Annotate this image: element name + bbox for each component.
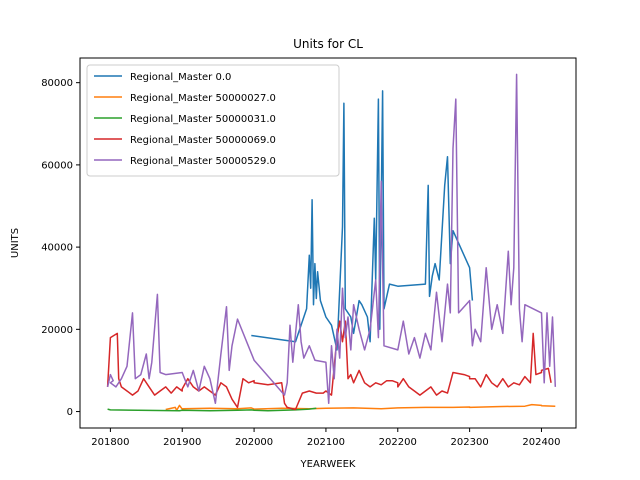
x-tick-label: 202200 — [379, 437, 417, 448]
series-line-4 — [106, 73, 557, 405]
x-tick-label: 201800 — [91, 437, 129, 448]
x-tick-label: 202400 — [522, 437, 560, 448]
series-line-1 — [165, 403, 556, 412]
x-axis: 201800 201900 202000 202100 202200 202300 2024… — [91, 428, 561, 448]
y-axis-label: UNITS — [10, 228, 21, 258]
legend-box — [86, 64, 340, 177]
legend-label-4: Regional_Master 50000529.0 — [130, 156, 276, 167]
legend-label-3: Regional_Master 50000069.0 — [130, 135, 276, 146]
y-tick-label: 20000 — [41, 325, 73, 336]
legend-label-2: Regional_Master 50000031.0 — [130, 114, 276, 125]
legend: Regional_Master 0.0 Regional_Master 50000… — [86, 64, 340, 177]
y-tick-label: 80000 — [41, 78, 73, 89]
series-line-0 — [251, 90, 474, 351]
y-tick-label: 0 — [67, 407, 73, 418]
plot-frame — [79, 57, 577, 429]
chart-title: Units for CL — [293, 37, 363, 51]
y-tick-label: 40000 — [41, 243, 73, 254]
legend-label-1: Regional_Master 50000027.0 — [130, 93, 276, 104]
x-tick-label: 201900 — [163, 437, 201, 448]
x-axis-label: YEARWEEK — [300, 459, 356, 470]
x-tick-label: 202000 — [235, 437, 273, 448]
x-tick-label: 202300 — [451, 437, 489, 448]
x-tick-label: 202100 — [307, 437, 345, 448]
legend-label-0: Regional_Master 0.0 — [130, 72, 231, 83]
series-lines — [106, 73, 557, 412]
y-axis: 0 20000 40000 60000 80000 — [41, 78, 80, 418]
y-tick-label: 60000 — [41, 160, 73, 171]
